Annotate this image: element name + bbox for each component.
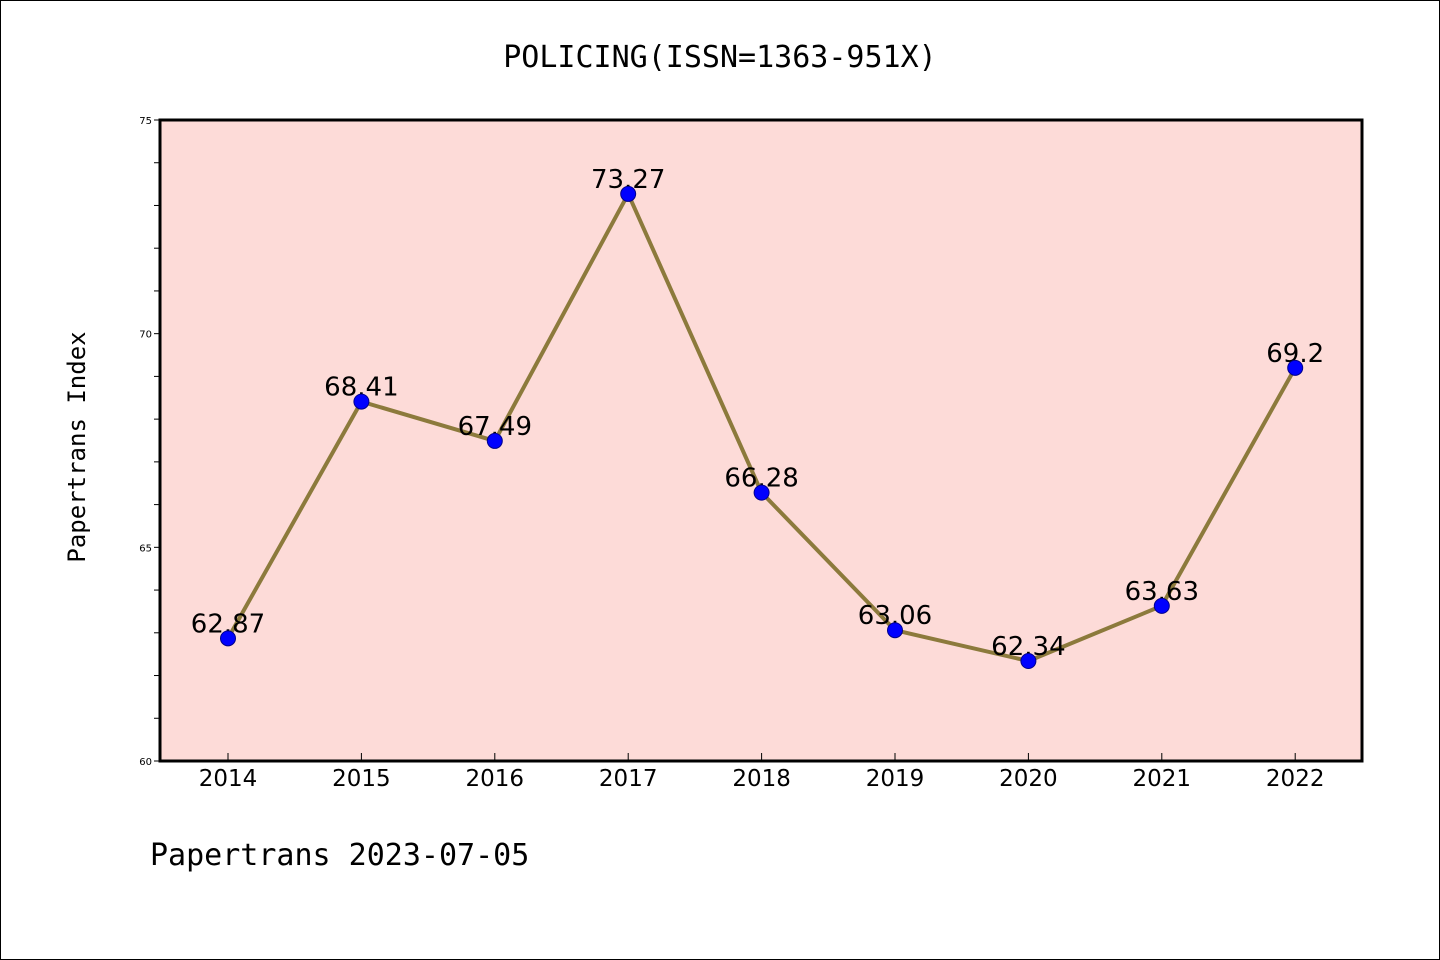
data-point: [1153, 597, 1170, 614]
data-point: [220, 630, 236, 647]
x-tick-label: 2015: [332, 766, 391, 792]
chart-marks: 60 65 70 75 2014 2015 2016 2017 2018 2019 2020 2021…: [139, 116, 1324, 792]
x-tick-label: 2021: [1133, 766, 1192, 792]
y-tick-label: 60: [139, 757, 152, 768]
data-point: [486, 432, 503, 449]
data-point: [620, 185, 637, 202]
footer-watermark: Papertrans 2023-07-05: [150, 838, 529, 873]
plot-border: [158, 118, 1364, 763]
data-point: [353, 393, 370, 410]
plot-area: [160, 120, 1362, 761]
data-point: [1020, 653, 1037, 670]
y-tick-label: 75: [139, 116, 152, 127]
y-tick-label: 70: [139, 330, 152, 341]
data-point: [887, 622, 903, 639]
y-axis-label: Papertrans Index: [63, 331, 91, 562]
x-tick-label: 2020: [999, 766, 1058, 792]
x-tick-label: 2016: [466, 766, 525, 792]
y-tick-label: 65: [139, 543, 152, 554]
data-point: [1287, 359, 1304, 376]
x-tick-label: 2019: [866, 766, 925, 792]
x-tick-label: 2017: [599, 766, 658, 792]
x-tick-label: 2022: [1266, 766, 1325, 792]
x-tick-label: 2018: [732, 766, 791, 792]
chart-title: POLICING(ISSN=1363-951X): [503, 40, 936, 75]
data-point: [753, 484, 770, 501]
x-tick-label: 2014: [199, 766, 258, 792]
